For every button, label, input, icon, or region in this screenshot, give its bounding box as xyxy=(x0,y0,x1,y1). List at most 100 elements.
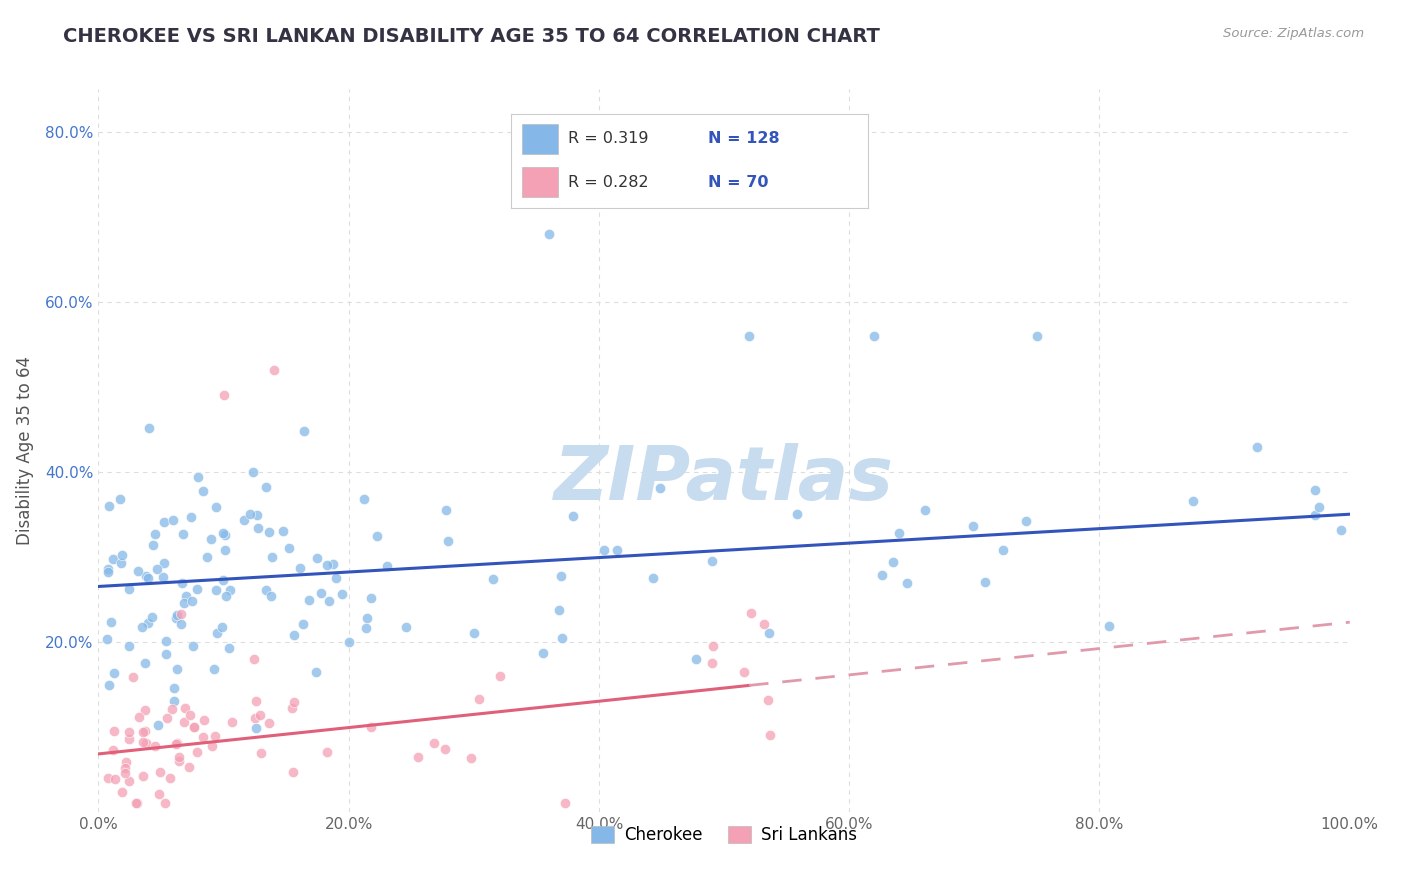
Point xyxy=(283,628,305,642)
Point xyxy=(181,640,204,654)
Point xyxy=(101,743,124,757)
Point xyxy=(134,724,156,739)
Point xyxy=(155,647,177,661)
Point xyxy=(1015,514,1038,528)
Point xyxy=(183,720,205,734)
Point xyxy=(118,639,141,653)
Point xyxy=(914,503,936,517)
Point xyxy=(758,626,780,640)
Point xyxy=(353,492,375,507)
Point xyxy=(242,465,264,479)
Point xyxy=(395,620,418,634)
Point xyxy=(738,328,761,343)
Point xyxy=(207,626,229,640)
Point xyxy=(212,525,235,540)
Point xyxy=(752,616,775,631)
Point xyxy=(162,513,184,527)
Point xyxy=(180,593,202,607)
Point xyxy=(163,681,186,695)
Point xyxy=(863,328,886,343)
Point xyxy=(280,700,302,714)
Point xyxy=(356,610,378,624)
Point xyxy=(169,607,191,622)
Point xyxy=(305,665,328,679)
Point xyxy=(882,555,904,569)
Point xyxy=(330,586,353,600)
Point xyxy=(149,764,172,779)
Point xyxy=(142,538,165,552)
Point xyxy=(170,576,193,591)
Point xyxy=(212,388,235,402)
Point xyxy=(460,750,482,764)
Point xyxy=(702,554,724,568)
Point xyxy=(1305,508,1327,522)
Point xyxy=(100,615,122,629)
Point xyxy=(172,526,194,541)
Point xyxy=(186,582,208,596)
Point xyxy=(173,700,195,714)
Point xyxy=(887,525,910,540)
Point xyxy=(115,755,138,769)
Point xyxy=(215,589,238,603)
Point xyxy=(125,796,148,810)
Point xyxy=(138,420,160,434)
Point xyxy=(562,508,585,523)
Point xyxy=(437,534,460,549)
Point xyxy=(309,586,332,600)
Point xyxy=(135,568,157,582)
Point xyxy=(136,616,159,631)
Point xyxy=(204,730,226,744)
Point xyxy=(245,694,267,708)
Point xyxy=(1098,619,1121,633)
Point xyxy=(103,723,125,738)
Point xyxy=(322,558,344,572)
Text: CHEROKEE VS SRI LANKAN DISABILITY AGE 35 TO 64 CORRELATION CHART: CHEROKEE VS SRI LANKAN DISABILITY AGE 35… xyxy=(63,27,880,45)
Point xyxy=(356,622,378,636)
Point xyxy=(406,750,429,764)
Text: ZIPatlas: ZIPatlas xyxy=(554,442,894,516)
Point xyxy=(136,571,159,585)
Point xyxy=(254,480,277,494)
Point xyxy=(606,542,628,557)
Point xyxy=(143,527,166,541)
Point xyxy=(325,571,347,585)
Point xyxy=(758,693,780,707)
Point xyxy=(174,589,197,603)
Point xyxy=(468,691,491,706)
Point xyxy=(152,570,174,584)
Point xyxy=(962,518,984,533)
Point xyxy=(260,589,283,603)
Point xyxy=(200,532,222,546)
Point xyxy=(283,695,305,709)
Point xyxy=(121,670,143,684)
Point xyxy=(183,721,205,735)
Point xyxy=(179,707,201,722)
Point xyxy=(134,703,156,717)
Point xyxy=(1308,500,1330,514)
Point xyxy=(896,576,918,591)
Point xyxy=(163,694,186,708)
Point xyxy=(128,710,150,724)
Point xyxy=(156,711,179,725)
Point xyxy=(127,564,149,578)
Point xyxy=(271,524,294,538)
Point xyxy=(531,646,554,660)
Point xyxy=(132,724,155,739)
Point xyxy=(111,548,134,562)
Point xyxy=(214,528,236,542)
Point xyxy=(169,755,191,769)
Point xyxy=(740,606,762,620)
Point xyxy=(433,742,456,756)
Point xyxy=(201,739,224,753)
Point xyxy=(146,561,169,575)
Text: Source: ZipAtlas.com: Source: ZipAtlas.com xyxy=(1223,27,1364,40)
Point xyxy=(212,573,235,587)
Point xyxy=(422,736,444,750)
Point xyxy=(593,543,616,558)
Point xyxy=(554,796,576,810)
Point xyxy=(288,561,311,575)
Point xyxy=(246,521,269,535)
Point xyxy=(375,559,398,574)
Point xyxy=(702,656,724,670)
Point xyxy=(489,669,512,683)
